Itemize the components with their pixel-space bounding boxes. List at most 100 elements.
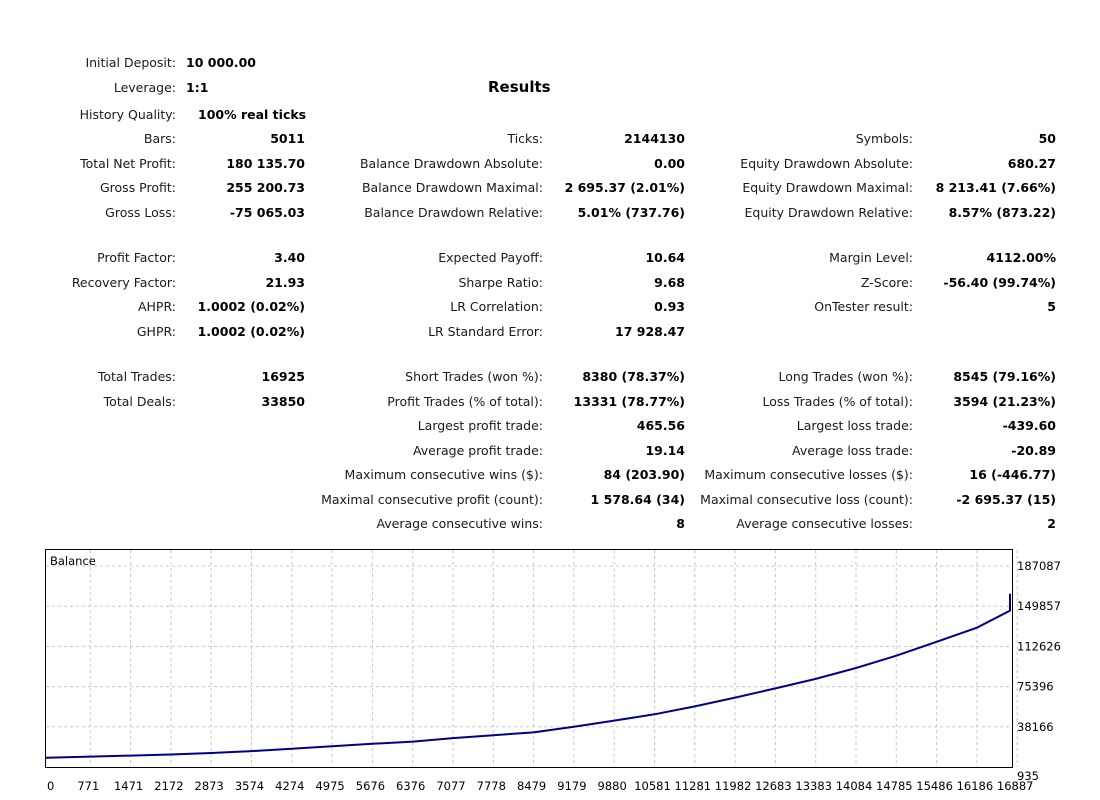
x-tick-label: 5676	[356, 779, 385, 793]
x-tick-label: 1471	[114, 779, 143, 793]
x-tick-label: 11281	[675, 779, 712, 793]
stat-label: Recovery Factor:	[71, 275, 176, 290]
stat-label: Maximal consecutive loss (count):	[700, 492, 913, 507]
chart-frame	[45, 549, 1013, 768]
stat-label: Ticks:	[507, 131, 543, 146]
stat-label: Profit Factor:	[97, 250, 176, 265]
balance-line	[45, 593, 1011, 759]
stat-value: 8380 (78.37%)	[582, 369, 685, 384]
stat-value: 17 928.47	[615, 324, 685, 339]
stat-value: 465.56	[636, 418, 685, 433]
stat-label: Maximal consecutive profit (count):	[321, 492, 543, 507]
leverage-value: 1:1	[186, 80, 209, 95]
stat-value: 13331 (78.77%)	[573, 394, 685, 409]
stat-value: 2	[1047, 516, 1056, 531]
stat-label: Balance Drawdown Absolute:	[359, 156, 543, 171]
stat-value: 8.57% (873.22)	[948, 205, 1056, 220]
stat-label: LR Correlation:	[450, 299, 543, 314]
stat-label: Total Deals:	[103, 394, 176, 409]
stat-value: 0.93	[654, 299, 685, 314]
stat-label: Gross Profit:	[99, 180, 176, 195]
stat-label: Gross Loss:	[105, 205, 176, 220]
y-tick-label: 112626	[1017, 639, 1061, 653]
stat-value: 16925	[261, 369, 306, 384]
stat-label: LR Standard Error:	[428, 324, 543, 339]
stat-label: Short Trades (won %):	[405, 369, 543, 384]
x-tick-label: 6376	[396, 779, 425, 793]
stat-value: 8545 (79.16%)	[953, 369, 1056, 384]
stat-value: 21.93	[265, 275, 305, 290]
stat-value: -20.89	[1011, 443, 1056, 458]
x-tick-label: 2172	[154, 779, 183, 793]
stat-label: Equity Drawdown Relative:	[744, 205, 913, 220]
x-tick-label: 16887	[997, 779, 1034, 793]
stat-value: 0.00	[654, 156, 685, 171]
x-tick-label: 13383	[795, 779, 832, 793]
chart-legend: Balance	[50, 554, 96, 568]
x-tick-label: 15486	[916, 779, 953, 793]
x-tick-label: 14084	[836, 779, 873, 793]
x-tick-label: 4274	[275, 779, 304, 793]
stat-label: Balance Drawdown Maximal:	[361, 180, 543, 195]
stat-value: 2144130	[624, 131, 685, 146]
x-tick-label: 3574	[235, 779, 264, 793]
chart-grid	[46, 550, 1018, 767]
stat-value: 50	[1038, 131, 1056, 146]
stat-value: 8 213.41 (7.66%)	[935, 180, 1056, 195]
x-tick-label: 12683	[755, 779, 792, 793]
y-tick-label: 149857	[1017, 599, 1061, 613]
stat-value: 1.0002 (0.02%)	[197, 324, 305, 339]
stat-value: 5	[1047, 299, 1056, 314]
stat-value: 1 578.64 (34)	[590, 492, 685, 507]
stat-label: GHPR:	[136, 324, 176, 339]
stat-label: Total Trades:	[97, 369, 176, 384]
stat-label: Profit Trades (% of total):	[387, 394, 543, 409]
stat-label: Largest profit trade:	[417, 418, 543, 433]
stat-label: Expected Payoff:	[438, 250, 543, 265]
y-tick-label: 187087	[1017, 559, 1061, 573]
leverage-label: Leverage:	[113, 80, 176, 95]
x-tick-label: 7778	[477, 779, 506, 793]
stat-value: 16 (-446.77)	[969, 467, 1056, 482]
x-tick-label: 11982	[715, 779, 752, 793]
stat-value: 255 200.73	[226, 180, 305, 195]
x-tick-label: 14785	[876, 779, 913, 793]
results-title: Results	[488, 78, 551, 96]
x-tick-label: 771	[77, 779, 99, 793]
stat-value: -75 065.03	[229, 205, 305, 220]
history-quality-label: History Quality:	[79, 107, 176, 122]
stat-label: Average consecutive wins:	[376, 516, 543, 531]
initial-deposit-label: Initial Deposit:	[85, 55, 176, 70]
stat-value: -439.60	[1002, 418, 1056, 433]
stat-label: Average loss trade:	[792, 443, 913, 458]
x-tick-label: 16186	[957, 779, 994, 793]
stat-value: 1.0002 (0.02%)	[197, 299, 305, 314]
stat-value: 2 695.37 (2.01%)	[564, 180, 685, 195]
chart-ticks: 0 771 1471 2172 2873 3574 4274 4975 5676 6376 7077…	[47, 559, 1061, 793]
stat-label: Equity Drawdown Absolute:	[740, 156, 913, 171]
x-tick-label: 2873	[195, 779, 224, 793]
stat-value: 5011	[270, 131, 305, 146]
stat-value: 9.68	[654, 275, 685, 290]
stat-label: Largest loss trade:	[796, 418, 913, 433]
stat-label: Long Trades (won %):	[778, 369, 913, 384]
stat-value: 5.01% (737.76)	[577, 205, 685, 220]
stat-label: Maximum consecutive wins ($):	[344, 467, 543, 482]
x-tick-label: 10581	[634, 779, 671, 793]
stat-label: Sharpe Ratio:	[458, 275, 543, 290]
x-tick-label: 4975	[315, 779, 344, 793]
stat-value: 33850	[261, 394, 306, 409]
x-tick-label: 8479	[517, 779, 546, 793]
stat-value: -2 695.37 (15)	[956, 492, 1056, 507]
stat-label: Average consecutive losses:	[736, 516, 913, 531]
stat-value: 3.40	[274, 250, 305, 265]
stat-label: Balance Drawdown Relative:	[364, 205, 543, 220]
y-tick-label: 38166	[1017, 720, 1054, 734]
stat-label: Maximum consecutive losses ($):	[704, 467, 913, 482]
stat-value: 4112.00%	[986, 250, 1056, 265]
stat-label: Symbols:	[855, 131, 913, 146]
stat-value: 180 135.70	[226, 156, 305, 171]
stat-label: Average profit trade:	[412, 443, 543, 458]
x-tick-label: 9880	[598, 779, 627, 793]
